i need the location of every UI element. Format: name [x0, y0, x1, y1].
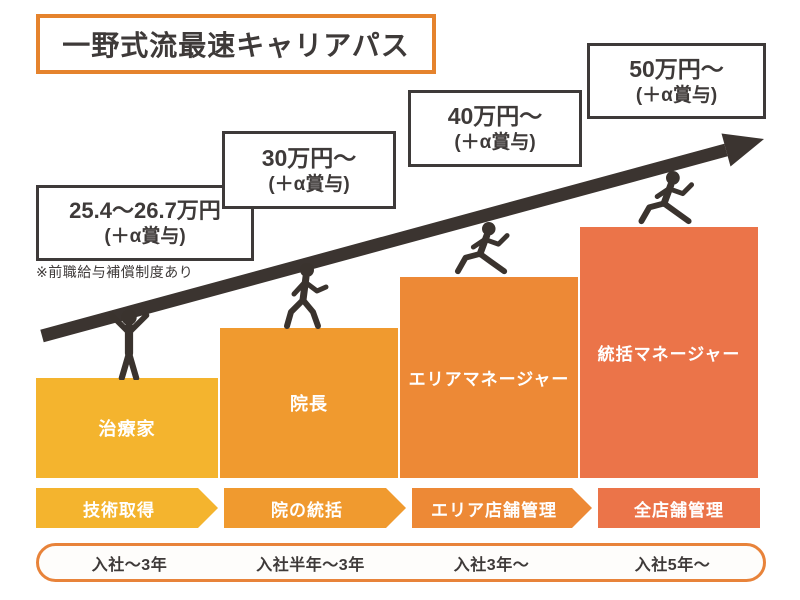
- salary-value: 50万円〜: [629, 55, 724, 82]
- salary-box-2: 30万円〜 (＋α賞与): [222, 131, 396, 209]
- person-running-icon: [454, 221, 510, 275]
- step-bar-area-manager: エリアマネージャー: [400, 277, 578, 478]
- tenure-timeline: 入社〜3年 入社半年〜3年 入社3年〜 入社5年〜: [36, 543, 766, 582]
- salary-value: 30万円〜: [261, 144, 357, 171]
- page-title-box: 一野式流最速キャリアパス: [36, 14, 436, 74]
- phase-label: 技術取得: [83, 500, 155, 520]
- page-title: 一野式流最速キャリアパス: [62, 30, 410, 61]
- role-label: 統括マネージャー: [597, 345, 741, 364]
- person-running-icon: [638, 170, 695, 225]
- tenure-label: 入社3年〜: [453, 556, 530, 574]
- salary-bonus: (＋α賞与): [104, 225, 186, 247]
- tenure-label: 入社5年〜: [634, 556, 711, 574]
- salary-bonus: (＋α賞与): [635, 84, 718, 106]
- salary-bonus: (＋α賞与): [454, 132, 536, 153]
- step-bar-clinic-director: 院長: [220, 328, 398, 478]
- phase-label: 院の統括: [271, 500, 343, 520]
- phase-ribbon-1: 技術取得: [36, 488, 218, 528]
- phase-ribbon-3: エリア店舗管理: [412, 488, 592, 528]
- person-walking-icon: [284, 263, 329, 329]
- role-label: 院長: [290, 394, 328, 414]
- salary-value: 40万円〜: [447, 103, 543, 130]
- salary-value: 25.4〜26.7万円: [69, 198, 221, 224]
- phase-ribbon-4: 全店舗管理: [598, 488, 760, 528]
- phase-label: エリア店舗管理: [431, 500, 557, 520]
- step-bar-general-manager: 統括マネージャー: [580, 227, 758, 478]
- tenure-label: 入社〜3年: [91, 556, 168, 574]
- salary-bonus: (＋α賞与): [268, 173, 350, 195]
- person-arms-raised-icon: [108, 309, 150, 380]
- salary-note: ※前職給与補償制度あり: [36, 264, 194, 280]
- tenure-label: 入社半年〜3年: [256, 556, 365, 574]
- role-label: 治療家: [98, 419, 156, 439]
- salary-box-4: 50万円〜 (＋α賞与): [587, 43, 766, 119]
- phase-label: 全店舗管理: [634, 500, 724, 520]
- phase-ribbon-2: 院の統括: [224, 488, 406, 528]
- role-label: エリアマネージャー: [408, 370, 570, 389]
- step-bar-therapist: 治療家: [36, 378, 218, 478]
- salary-box-3: 40万円〜 (＋α賞与): [408, 90, 582, 167]
